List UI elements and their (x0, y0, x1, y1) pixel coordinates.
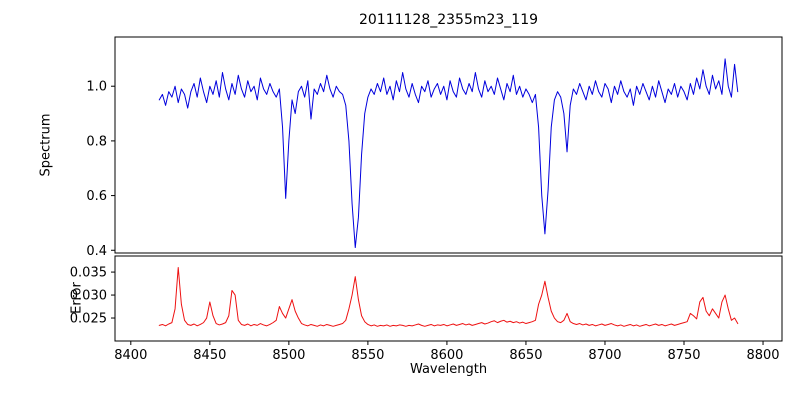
spectrum-line (158, 58, 739, 249)
x-tick-label: 8450 (193, 348, 226, 363)
spectrum-y-axis-label: Spectrum (38, 113, 54, 177)
error-y-axis-label: Error (69, 282, 85, 314)
x-tick-label: 8700 (588, 348, 621, 363)
error-y-tick-label: 0.035 (70, 266, 107, 281)
spectrum-y-tick-label: 0.8 (86, 134, 107, 149)
spectrum-y-tick-label: 0.6 (86, 189, 107, 204)
x-tick-label: 8600 (430, 348, 463, 363)
spectrum-y-tick-label: 0.4 (86, 244, 107, 259)
x-tick-label: 8400 (114, 348, 147, 363)
chart-title: 20111128_2355m23_119 (358, 12, 539, 28)
error-line (158, 266, 739, 327)
x-tick-label: 8550 (351, 348, 384, 363)
x-axis-label: Wavelength (409, 362, 488, 377)
x-tick-label: 8800 (746, 348, 779, 363)
x-tick-label: 8750 (667, 348, 700, 363)
error-axes-frame (114, 255, 783, 342)
error-y-tick-label: 0.025 (70, 312, 107, 327)
spectrum-y-tick-label: 1.0 (86, 80, 107, 95)
error-y-tick-label: 0.030 (70, 289, 107, 304)
x-tick-label: 8500 (272, 348, 305, 363)
spectrum-axes-frame (114, 36, 783, 254)
x-tick-label: 8650 (509, 348, 542, 363)
